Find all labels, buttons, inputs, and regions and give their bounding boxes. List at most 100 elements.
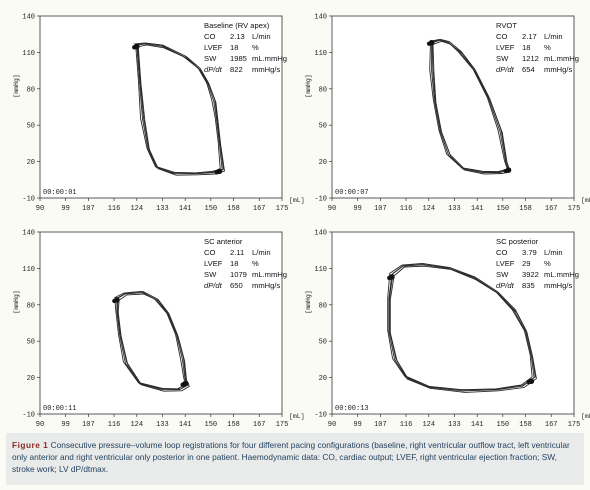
x-tick-label: 107: [374, 421, 387, 429]
x-tick-label: 124: [130, 205, 143, 213]
x-tick-label: 116: [400, 205, 413, 213]
x-tick-label: 141: [471, 205, 484, 213]
plot-frame: [39, 15, 283, 199]
x-tick-label: 141: [179, 205, 192, 213]
y-tick-label: 20: [27, 159, 35, 167]
loop-marker: [132, 45, 137, 50]
x-tick-label: 141: [471, 421, 484, 429]
legend-unit: mmHg/s: [544, 281, 572, 290]
y-axis-label: [mmHg]: [13, 290, 20, 313]
legend-value: 2.13: [230, 32, 245, 41]
loop-marker: [214, 170, 220, 175]
legend-key: CO: [496, 32, 507, 41]
timestamp-label: 00:00:13: [335, 405, 369, 413]
x-tick-label: 99: [61, 205, 69, 213]
x-tick-label: 167: [253, 205, 266, 213]
y-tick-label: 50: [319, 339, 327, 347]
panel-rvot: 140 110 80 50 20 -10 90 99 107 116 124 133 141 150 158…: [300, 8, 590, 220]
x-tick-label: 99: [353, 205, 361, 213]
legend-value: 3.79: [522, 248, 537, 257]
legend-unit: L/min: [544, 32, 563, 41]
legend-value: 18: [230, 259, 238, 268]
legend-key: dP/dt: [204, 281, 223, 290]
panel-sc-posterior: 140 110 80 50 20 -10 90 99 107 116 124 133 141 150 158…: [300, 224, 590, 436]
y-tick-label: 50: [319, 123, 327, 131]
panel-sc-anterior: 140 110 80 50 20 -10 90 99 107 116 124 133 141 150 158…: [8, 224, 305, 436]
x-tick-label: 175: [276, 205, 289, 213]
legend-unit: mmHg/s: [544, 65, 572, 74]
x-tick-label: 175: [568, 421, 581, 429]
caption-text: Consecutive pressure–volume loop registr…: [12, 440, 570, 474]
x-tick-label: 124: [130, 421, 143, 429]
pv-loop-line: [117, 291, 190, 390]
x-tick-label: 150: [497, 205, 510, 213]
legend-unit: L/min: [252, 32, 271, 41]
x-tick-label: 133: [156, 205, 169, 213]
legend-key: LVEF: [496, 43, 515, 52]
legend-unit: mL.mmHg: [544, 54, 579, 63]
x-tick-label: 158: [519, 205, 532, 213]
y-tick-label: 20: [319, 159, 327, 167]
pv-loop-line: [389, 263, 536, 391]
legend-unit: mL.mmHg: [252, 54, 287, 63]
x-tick-label: 158: [519, 421, 532, 429]
chart-title: Baseline (RV apex): [204, 21, 270, 30]
legend-value: 29: [522, 259, 530, 268]
figure-caption: Figure 1 Consecutive pressure–volume loo…: [6, 433, 584, 485]
legend-key: dP/dt: [496, 65, 515, 74]
legend-value: 822: [230, 65, 243, 74]
legend-unit: L/min: [544, 248, 563, 257]
y-tick-label: 140: [314, 230, 327, 238]
legend-value: 1212: [522, 54, 539, 63]
x-tick-label: 133: [448, 205, 461, 213]
x-tick-label: 90: [36, 421, 44, 429]
x-tick-label: 150: [497, 421, 510, 429]
x-tick-label: 124: [422, 205, 435, 213]
legend-unit: mmHg/s: [252, 281, 280, 290]
x-tick-label: 167: [545, 205, 558, 213]
loop-marker: [426, 41, 432, 46]
x-axis-label: [mL]: [581, 197, 590, 204]
x-tick-label: 167: [545, 421, 558, 429]
y-tick-label: 20: [319, 375, 327, 383]
x-tick-label: 107: [82, 205, 95, 213]
y-tick-label: 80: [27, 302, 35, 310]
legend-key: LVEF: [496, 259, 515, 268]
x-tick-label: 158: [227, 205, 240, 213]
timestamp-label: 00:00:07: [335, 189, 369, 197]
x-tick-label: 175: [568, 205, 581, 213]
figure-label: Figure 1: [12, 440, 49, 450]
chart-title: RVOT: [496, 21, 517, 30]
x-axis-label: [mL]: [581, 413, 590, 420]
chart-title: SC posterior: [496, 237, 539, 246]
y-tick-label: 110: [22, 50, 35, 58]
legend-value: 654: [522, 65, 535, 74]
plot-frame: [331, 231, 575, 415]
legend-value: 650: [230, 281, 243, 290]
y-tick-label: 80: [319, 302, 327, 310]
y-axis-label: [mmHg]: [305, 290, 312, 313]
plot-frame: [331, 15, 575, 199]
y-tick-label: 110: [314, 266, 327, 274]
loop-marker: [526, 380, 531, 385]
legend-key: CO: [204, 32, 215, 41]
legend-key: LVEF: [204, 43, 223, 52]
x-tick-label: 141: [179, 421, 192, 429]
x-tick-label: 107: [82, 421, 95, 429]
legend-unit: mL.mmHg: [544, 270, 579, 279]
x-tick-label: 99: [61, 421, 69, 429]
y-tick-label: -10: [22, 412, 35, 420]
x-tick-label: 90: [328, 421, 336, 429]
legend-value: 835: [522, 281, 535, 290]
pv-loop-line: [429, 38, 508, 173]
x-tick-label: 150: [205, 205, 218, 213]
legend-value: 1985: [230, 54, 247, 63]
legend-unit: %: [252, 43, 259, 52]
y-tick-label: -10: [314, 196, 327, 204]
pv-loop-line: [137, 42, 224, 174]
